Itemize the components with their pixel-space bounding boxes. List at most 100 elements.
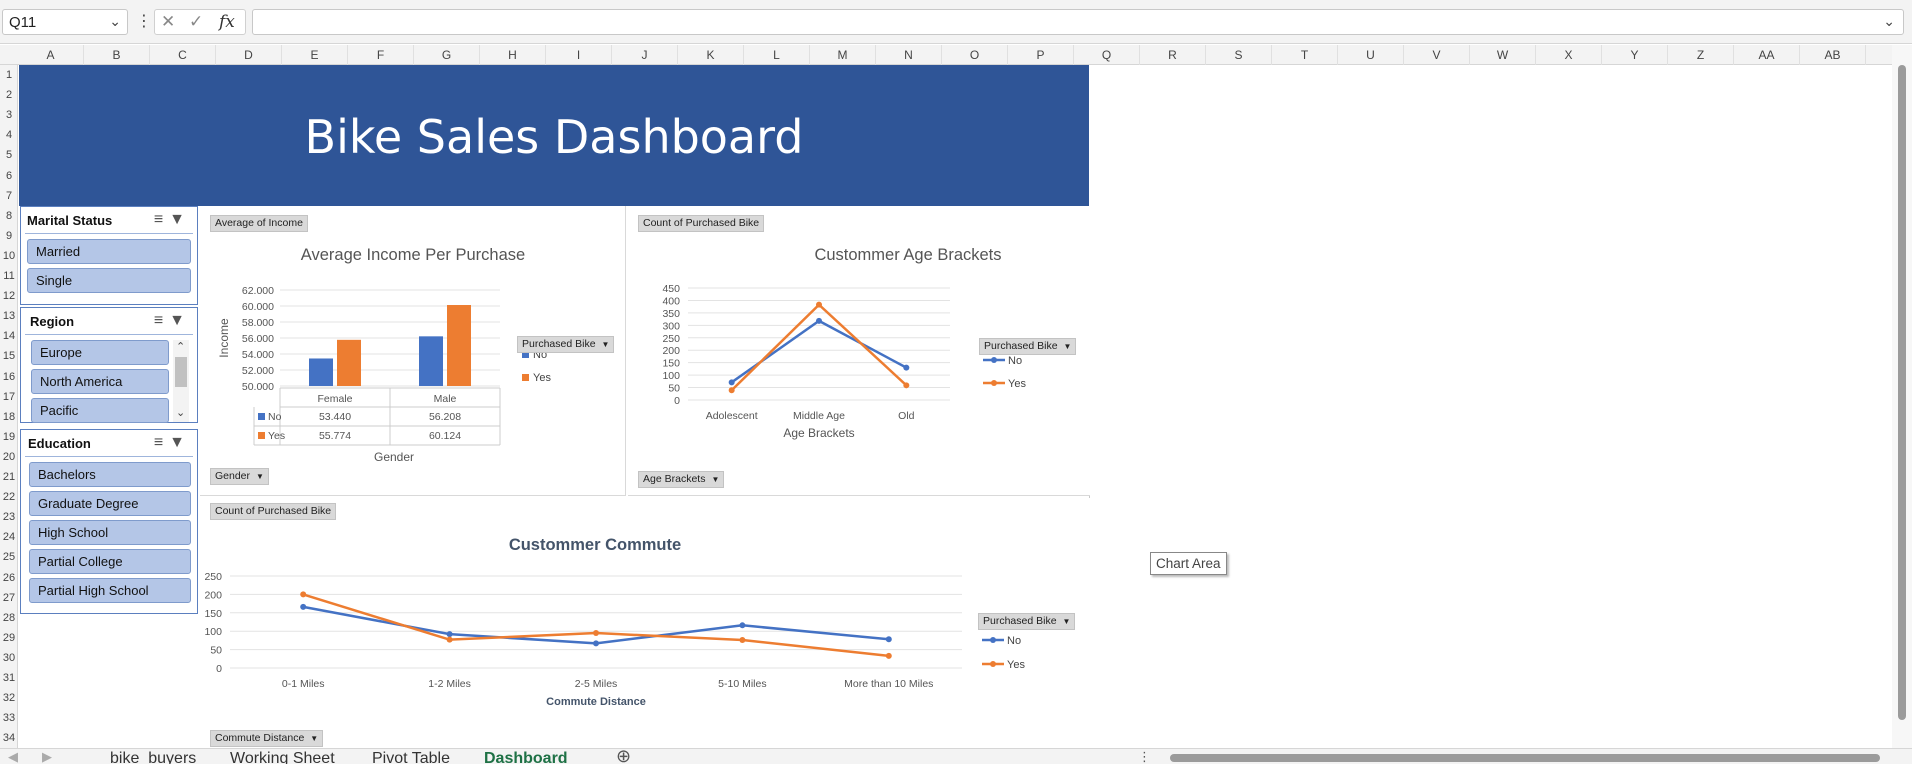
commute-legend-button[interactable]: Purchased Bike ▼ <box>978 613 1076 630</box>
row-header[interactable]: 1 <box>5 69 13 81</box>
column-header[interactable]: B <box>84 45 150 65</box>
row-header[interactable]: 21 <box>2 471 16 483</box>
scroll-thumb[interactable] <box>1898 65 1906 720</box>
income-chart-svg[interactable]: 50.000 52.000 54.000 56.000 58.000 60.000 62.0… <box>200 266 626 466</box>
age-chart-panel[interactable]: Count of Purchased Bike Custommer Age Br… <box>628 206 1090 496</box>
age-value-button[interactable]: Count of Purchased Bike <box>638 215 765 232</box>
row-header[interactable]: 34 <box>2 732 16 745</box>
data-point[interactable] <box>903 364 910 371</box>
column-header[interactable]: AA <box>1734 45 1800 65</box>
row-header[interactable]: 18 <box>2 410 16 423</box>
column-header[interactable]: M <box>810 45 876 65</box>
tab-working-sheet[interactable]: Working Sheet <box>230 750 335 764</box>
data-point[interactable] <box>739 622 746 629</box>
commute-chart-panel[interactable]: Count of Purchased Bike Custommer Commut… <box>200 498 1090 748</box>
row-header[interactable]: 9 <box>5 229 13 242</box>
chevron-down-icon[interactable]: ⌄ <box>109 13 121 29</box>
function-icon[interactable]: fx <box>219 12 235 32</box>
column-header[interactable]: W <box>1470 45 1536 65</box>
column-header[interactable]: G <box>414 45 480 65</box>
row-header[interactable]: 23 <box>2 511 16 524</box>
row-header[interactable]: 27 <box>2 591 16 604</box>
column-header[interactable]: R <box>1140 45 1206 65</box>
column-header[interactable]: O <box>942 45 1008 65</box>
add-sheet-icon[interactable]: ⊕ <box>616 748 632 764</box>
row-header[interactable]: 19 <box>2 430 16 443</box>
scroll-right-icon[interactable]: ▶ <box>42 749 52 764</box>
slicer-item-europe[interactable]: Europe <box>31 340 169 365</box>
column-header[interactable]: AB <box>1800 45 1866 65</box>
clear-filter-icon[interactable]: ▼ <box>169 434 191 451</box>
row-header[interactable]: 16 <box>2 370 16 383</box>
slicer-item-partial-college[interactable]: Partial College <box>29 549 191 574</box>
series-line[interactable] <box>730 319 907 384</box>
row-header[interactable]: 32 <box>2 692 16 705</box>
income-value-button[interactable]: Average of Income <box>210 215 308 232</box>
series-line[interactable] <box>302 593 889 658</box>
bar[interactable] <box>337 339 361 386</box>
income-axis-button[interactable]: Gender ▼ <box>210 468 269 485</box>
row-header[interactable]: 7 <box>5 189 13 202</box>
commute-chart-svg[interactable]: 0 50 100 150 200 250 0-1 Miles 1-2 Miles 2-5 Mil… <box>200 564 1090 714</box>
column-header[interactable]: V <box>1404 45 1470 65</box>
column-header[interactable]: N <box>876 45 942 65</box>
column-header[interactable]: H <box>480 45 546 65</box>
slicer-item-graduate-degree[interactable]: Graduate Degree <box>29 491 191 516</box>
slicer-item-partial-high-school[interactable]: Partial High School <box>29 578 191 603</box>
row-header[interactable]: 4 <box>5 129 13 142</box>
income-legend-button[interactable]: Purchased Bike ▼ <box>517 336 615 353</box>
more-options-icon[interactable]: ⋮ <box>1138 749 1151 764</box>
slicer-item-high-school[interactable]: High School <box>29 520 191 545</box>
vertical-scrollbar[interactable] <box>1892 45 1912 748</box>
chevron-up-icon[interactable]: ⌃ <box>176 341 186 353</box>
data-point[interactable] <box>446 631 453 638</box>
tab-dashboard[interactable]: Dashboard <box>484 750 568 764</box>
slicer-item-bachelors[interactable]: Bachelors <box>29 462 191 487</box>
data-point[interactable] <box>728 387 735 394</box>
column-header[interactable]: Q <box>1074 45 1140 65</box>
column-header[interactable]: K <box>678 45 744 65</box>
confirm-icon[interactable]: ✓ <box>189 12 204 31</box>
row-header[interactable]: 2 <box>5 89 13 102</box>
data-point[interactable] <box>903 382 910 389</box>
data-point[interactable] <box>446 636 453 643</box>
row-header[interactable]: 14 <box>2 330 16 343</box>
tab-bike-buyers[interactable]: bike_buyers <box>110 750 197 764</box>
more-options-icon[interactable]: ⋮ <box>136 13 152 30</box>
commute-value-button[interactable]: Count of Purchased Bike <box>210 503 337 520</box>
data-point[interactable] <box>816 301 822 308</box>
row-header[interactable]: 26 <box>2 571 16 584</box>
cancel-icon[interactable]: ✕ <box>161 12 176 31</box>
row-header[interactable]: 25 <box>2 551 16 564</box>
formula-input[interactable]: ⌄ <box>252 9 1904 35</box>
column-header[interactable]: P <box>1008 45 1074 65</box>
data-point[interactable] <box>739 637 746 644</box>
row-header[interactable]: 13 <box>2 310 16 323</box>
data-point[interactable] <box>816 317 822 324</box>
scroll-left-icon[interactable]: ◀ <box>8 749 18 764</box>
bar[interactable] <box>309 358 333 386</box>
row-header[interactable]: 22 <box>2 491 16 504</box>
column-header[interactable]: C <box>150 45 216 65</box>
row-header[interactable]: 33 <box>2 712 16 725</box>
data-point[interactable] <box>593 640 599 647</box>
row-header[interactable]: 17 <box>2 390 16 403</box>
column-header[interactable]: E <box>282 45 348 65</box>
name-box[interactable]: Q11 ⌄ <box>2 9 128 35</box>
commute-axis-button[interactable]: Commute Distance ▼ <box>210 730 324 747</box>
column-header[interactable]: D <box>216 45 282 65</box>
scroll-thumb[interactable] <box>175 357 187 387</box>
row-header[interactable]: 8 <box>5 209 13 222</box>
multi-select-icon[interactable]: ≡ <box>153 434 170 451</box>
row-header[interactable]: 28 <box>2 611 16 624</box>
data-point[interactable] <box>593 630 599 637</box>
data-point[interactable] <box>728 379 735 386</box>
bar[interactable] <box>419 336 443 386</box>
column-header[interactable]: Z <box>1668 45 1734 65</box>
series-line[interactable] <box>730 302 908 392</box>
row-header[interactable]: 15 <box>2 350 16 363</box>
bar[interactable] <box>447 305 471 386</box>
column-header[interactable]: A <box>18 45 84 65</box>
data-point[interactable] <box>300 591 307 598</box>
row-header[interactable]: 3 <box>5 109 13 122</box>
